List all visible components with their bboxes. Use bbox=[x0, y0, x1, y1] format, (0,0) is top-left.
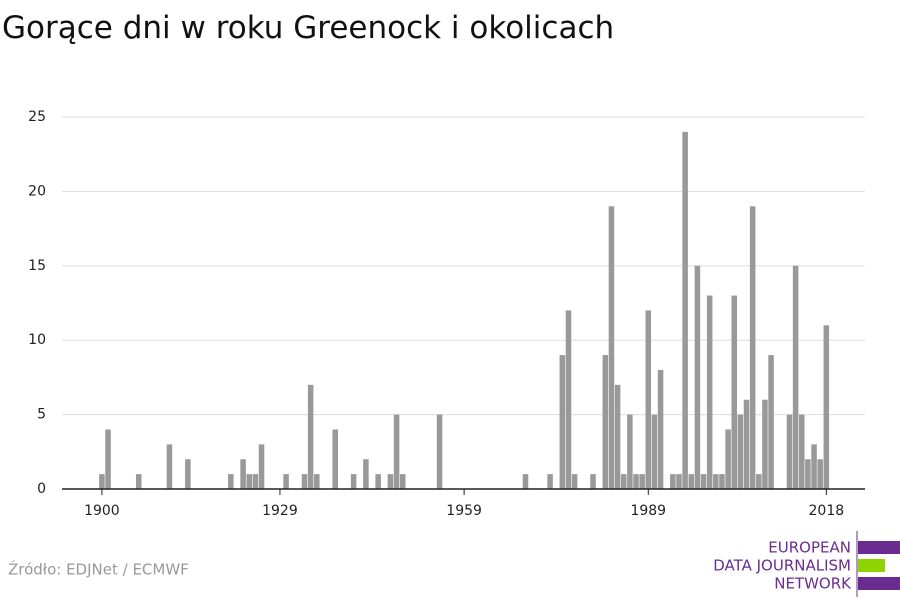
bar bbox=[246, 474, 253, 489]
bar bbox=[363, 459, 369, 489]
bar bbox=[700, 474, 707, 489]
bar bbox=[283, 474, 289, 489]
y-tick-label: 0 bbox=[37, 481, 46, 497]
y-tick-label: 10 bbox=[28, 332, 46, 348]
bar bbox=[350, 474, 357, 489]
bar bbox=[559, 355, 566, 489]
bar bbox=[307, 384, 314, 489]
bar bbox=[332, 429, 338, 489]
bar bbox=[228, 474, 234, 489]
bar bbox=[817, 459, 823, 489]
bar bbox=[682, 131, 688, 489]
x-tick-label: 2018 bbox=[809, 503, 845, 519]
bar bbox=[602, 355, 609, 489]
bar bbox=[99, 474, 105, 489]
x-tick-label: 1929 bbox=[262, 503, 298, 519]
source: Źródło: EDJNet / ECMWF bbox=[8, 560, 189, 579]
logo-text: DATA JOURNALISM bbox=[713, 557, 851, 575]
bar bbox=[670, 474, 676, 489]
bar bbox=[805, 459, 811, 489]
bar bbox=[565, 310, 572, 489]
bar bbox=[614, 384, 621, 489]
bar bbox=[393, 414, 400, 489]
bar bbox=[571, 474, 578, 489]
bar bbox=[639, 474, 645, 489]
x-tick-label: 1959 bbox=[446, 503, 482, 519]
bar bbox=[737, 414, 744, 489]
bar bbox=[522, 474, 529, 489]
bar bbox=[676, 474, 682, 489]
bar bbox=[166, 444, 173, 489]
bar bbox=[657, 369, 664, 489]
bar bbox=[645, 310, 652, 489]
bar bbox=[823, 325, 830, 489]
logo-text: EUROPEAN bbox=[768, 539, 851, 557]
chart-title: Gorące dni w roku Greenock i okolicach bbox=[2, 10, 614, 46]
bar bbox=[799, 414, 805, 489]
bar bbox=[651, 414, 658, 489]
logo-bar bbox=[858, 541, 900, 554]
bar bbox=[633, 474, 639, 489]
bar bbox=[756, 474, 762, 489]
bar bbox=[258, 444, 265, 489]
bar bbox=[314, 474, 320, 489]
y-tick-label: 20 bbox=[28, 183, 46, 199]
bar bbox=[185, 459, 191, 489]
bar bbox=[608, 206, 615, 489]
bar bbox=[713, 474, 719, 489]
bar bbox=[694, 265, 701, 489]
bar bbox=[436, 414, 443, 489]
bar bbox=[719, 474, 725, 489]
x-tick-label: 1900 bbox=[84, 503, 120, 519]
bar bbox=[743, 399, 750, 489]
logo-text: NETWORK bbox=[774, 575, 852, 593]
x-tick-label: 1989 bbox=[630, 503, 666, 519]
bar bbox=[792, 265, 799, 489]
bar bbox=[706, 295, 713, 489]
y-tick-label: 5 bbox=[37, 407, 46, 423]
bar bbox=[547, 474, 553, 489]
bar bbox=[786, 414, 793, 489]
y-tick-label: 15 bbox=[28, 258, 46, 274]
bar bbox=[725, 429, 731, 489]
bar bbox=[399, 474, 406, 489]
bar bbox=[620, 474, 627, 489]
bar bbox=[387, 474, 394, 489]
bar bbox=[252, 474, 259, 489]
bar bbox=[768, 355, 774, 489]
bar bbox=[105, 429, 111, 489]
logo-bar bbox=[858, 559, 885, 572]
bar bbox=[731, 295, 737, 489]
bar bbox=[375, 474, 381, 489]
bar bbox=[627, 414, 633, 489]
bar bbox=[688, 474, 695, 489]
bar bbox=[762, 399, 768, 489]
bar bbox=[240, 459, 246, 489]
logo-bar bbox=[858, 577, 900, 590]
bar bbox=[590, 474, 596, 489]
bar bbox=[301, 474, 308, 489]
bar bbox=[749, 206, 756, 489]
y-tick-label: 25 bbox=[28, 109, 46, 125]
bar bbox=[135, 474, 142, 489]
bar bbox=[811, 444, 817, 489]
